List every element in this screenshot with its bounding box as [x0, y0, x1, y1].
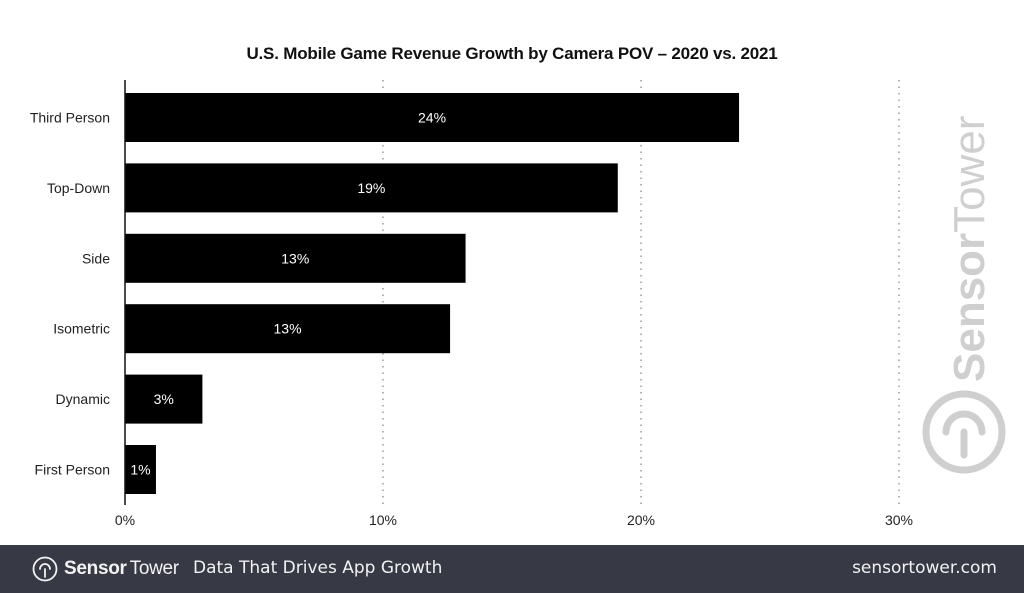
bar-chart: 24% 19% 13% 13% 3% 1% Third Person Top-Down Sid… — [30, 80, 913, 528]
chart-title: U.S. Mobile Game Revenue Growth by Camer… — [246, 44, 778, 63]
watermark-logo-icon — [922, 390, 1006, 474]
data-label: 19% — [357, 180, 385, 196]
x-tick-label: 20% — [627, 512, 655, 528]
category-labels: Third Person Top-Down Side Isometric Dynamic… — [30, 110, 110, 478]
category-label: Third Person — [30, 110, 110, 126]
sensortower-watermark: SensorTower — [922, 115, 1006, 474]
bar — [125, 93, 740, 142]
category-label: Side — [82, 250, 110, 266]
bar — [125, 445, 156, 494]
data-label: 1% — [130, 462, 150, 478]
watermark-text: SensorTower — [945, 115, 994, 382]
x-tick-label: 0% — [115, 512, 135, 528]
footer-tagline: Data That Drives App Growth — [193, 558, 443, 578]
x-tick-labels: 0% 10% 20% 30% — [115, 512, 913, 528]
data-label: 13% — [274, 321, 302, 337]
category-label: Top-Down — [47, 180, 110, 196]
footer-brand-light: Tower — [129, 558, 179, 579]
footer-logo[interactable]: Sensor Tower — [32, 556, 179, 582]
category-label: Isometric — [53, 321, 110, 337]
sensortower-logo-icon — [32, 556, 58, 582]
bars: 24% 19% 13% 13% 3% 1% — [125, 93, 740, 494]
bar — [125, 374, 203, 424]
bar — [125, 233, 466, 283]
footer-brand-bold: Sensor — [64, 558, 127, 579]
data-label: 24% — [418, 110, 446, 126]
gridlines — [382, 80, 900, 505]
category-label: First Person — [35, 462, 110, 478]
x-tick-label: 30% — [885, 512, 913, 528]
bar — [125, 163, 618, 213]
data-label: 3% — [154, 391, 174, 407]
footer-url-link[interactable]: sensortower.com — [852, 558, 997, 578]
bar — [125, 304, 451, 354]
data-label: 13% — [281, 250, 309, 266]
category-label: Dynamic — [56, 391, 110, 407]
footer-bar: Sensor Tower Data That Drives App Growth … — [0, 545, 1024, 593]
x-tick-label: 10% — [369, 512, 397, 528]
